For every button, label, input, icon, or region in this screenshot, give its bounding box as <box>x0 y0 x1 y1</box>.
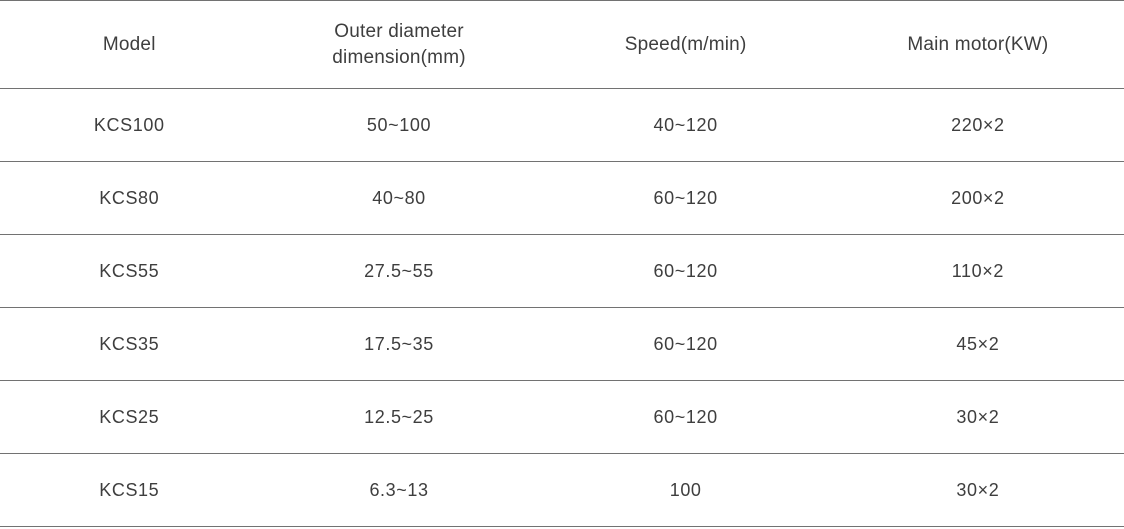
cell-motor: 200×2 <box>832 162 1124 235</box>
cell-value: 220×2 <box>951 115 1005 135</box>
cell-value: 6.3~13 <box>369 480 428 500</box>
col-header-label: Model <box>103 34 156 55</box>
cell-value: 12.5~25 <box>364 407 434 427</box>
cell-value: 27.5~55 <box>364 261 434 281</box>
cell-diameter: 50~100 <box>259 89 540 162</box>
cell-value: 45×2 <box>956 334 999 354</box>
cell-value: 110×2 <box>952 261 1004 281</box>
cell-speed: 60~120 <box>540 235 832 308</box>
cell-value: KCS100 <box>94 115 165 135</box>
cell-value: 17.5~35 <box>364 334 434 354</box>
cell-diameter: 17.5~35 <box>259 308 540 381</box>
cell-value: 60~120 <box>654 334 718 354</box>
cell-value: KCS25 <box>99 407 159 427</box>
table-row: KCS80 40~80 60~120 200×2 <box>0 162 1124 235</box>
col-header-diameter: Outer diameterdimension(mm) <box>259 1 540 89</box>
cell-speed: 60~120 <box>540 381 832 454</box>
cell-value: 30×2 <box>956 480 999 500</box>
col-header-model: Model <box>0 1 259 89</box>
cell-model: KCS25 <box>0 381 259 454</box>
cell-value: 200×2 <box>951 188 1005 208</box>
col-header-motor: Main motor(KW) <box>832 1 1124 89</box>
cell-motor: 45×2 <box>832 308 1124 381</box>
cell-value: 60~120 <box>654 261 718 281</box>
cell-model: KCS55 <box>0 235 259 308</box>
cell-model: KCS100 <box>0 89 259 162</box>
table-row: KCS55 27.5~55 60~120 110×2 <box>0 235 1124 308</box>
cell-value: KCS35 <box>99 334 159 354</box>
col-header-label: Main motor(KW) <box>907 34 1048 55</box>
cell-motor: 220×2 <box>832 89 1124 162</box>
cell-motor: 110×2 <box>832 235 1124 308</box>
cell-value: KCS80 <box>99 188 159 208</box>
cell-value: 100 <box>670 480 702 500</box>
cell-speed: 100 <box>540 454 832 527</box>
col-header-label: Outer diameterdimension(mm) <box>332 21 466 68</box>
table-row: KCS25 12.5~25 60~120 30×2 <box>0 381 1124 454</box>
cell-value: 30×2 <box>956 407 999 427</box>
col-header-label: Speed(m/min) <box>625 34 747 55</box>
cell-diameter: 6.3~13 <box>259 454 540 527</box>
cell-model: KCS80 <box>0 162 259 235</box>
cell-value: KCS55 <box>99 261 159 281</box>
cell-motor: 30×2 <box>832 454 1124 527</box>
cell-diameter: 12.5~25 <box>259 381 540 454</box>
cell-value: 60~120 <box>654 188 718 208</box>
cell-value: KCS15 <box>99 480 159 500</box>
cell-diameter: 27.5~55 <box>259 235 540 308</box>
spec-table: Model Outer diameterdimension(mm) Speed(… <box>0 0 1124 527</box>
cell-model: KCS15 <box>0 454 259 527</box>
cell-value: 60~120 <box>654 407 718 427</box>
cell-value: 40~120 <box>654 115 718 135</box>
col-header-speed: Speed(m/min) <box>540 1 832 89</box>
cell-value: 40~80 <box>372 188 426 208</box>
cell-motor: 30×2 <box>832 381 1124 454</box>
table-row: KCS35 17.5~35 60~120 45×2 <box>0 308 1124 381</box>
cell-speed: 40~120 <box>540 89 832 162</box>
cell-value: 50~100 <box>367 115 431 135</box>
cell-diameter: 40~80 <box>259 162 540 235</box>
cell-model: KCS35 <box>0 308 259 381</box>
table-header-row: Model Outer diameterdimension(mm) Speed(… <box>0 1 1124 89</box>
table-row: KCS100 50~100 40~120 220×2 <box>0 89 1124 162</box>
table-row: KCS15 6.3~13 100 30×2 <box>0 454 1124 527</box>
cell-speed: 60~120 <box>540 308 832 381</box>
cell-speed: 60~120 <box>540 162 832 235</box>
